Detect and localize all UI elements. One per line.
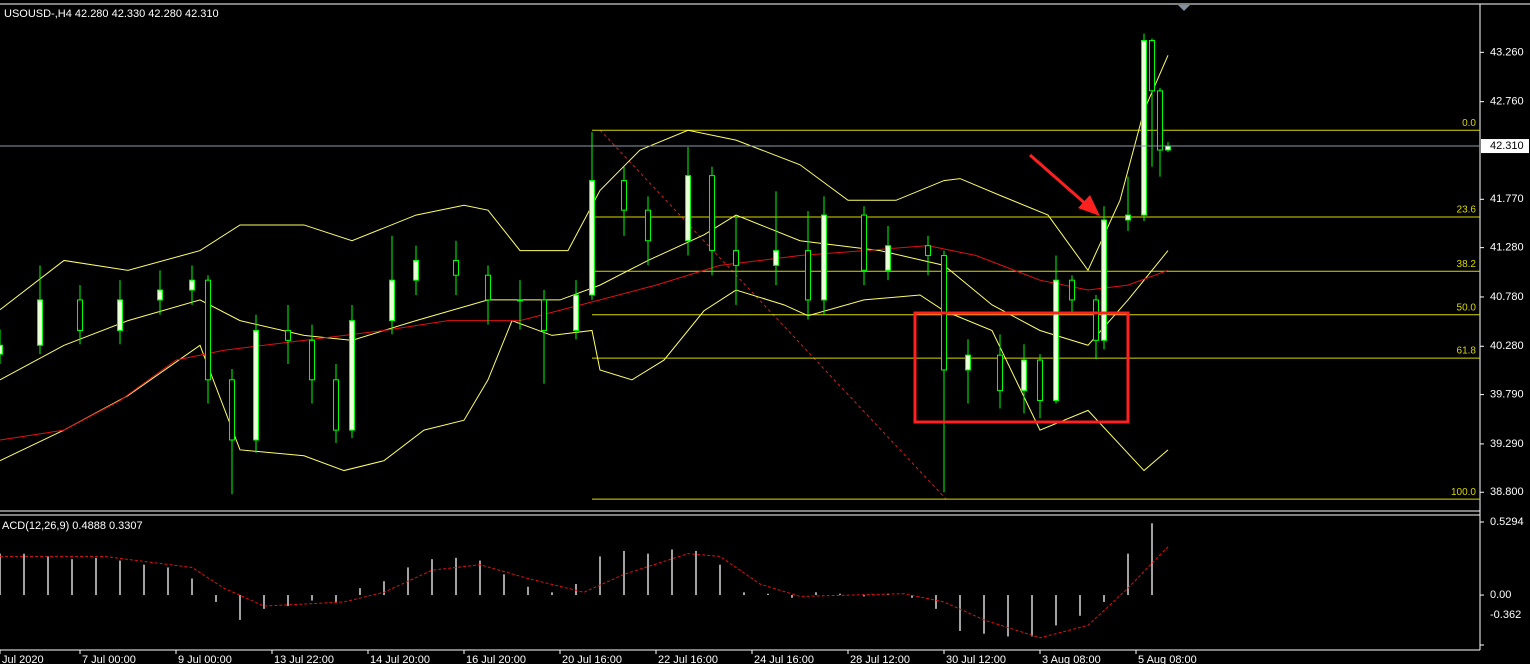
arrow-head bbox=[1078, 195, 1100, 216]
candle-body bbox=[205, 279, 211, 381]
indicator-line bbox=[0, 214, 1169, 381]
candle-body bbox=[1165, 145, 1171, 151]
candle-body bbox=[253, 329, 259, 441]
current-price-label: 42.310 bbox=[1490, 140, 1524, 152]
candle-body bbox=[1101, 219, 1107, 341]
x-tick-label: 5 Aug 08:00 bbox=[1138, 654, 1197, 664]
x-tick-label: 20 Jul 16:00 bbox=[562, 654, 622, 664]
candle-body bbox=[1069, 279, 1075, 301]
x-tick-label: 13 Jul 22:00 bbox=[274, 654, 334, 664]
candle-body bbox=[589, 180, 595, 296]
y-tick-label: 39.290 bbox=[1490, 438, 1524, 450]
plot: 43.260 42.760 41.770 41.280 40.780 40.280 39.7… bbox=[0, 33, 1529, 664]
y-tick-label: 40.780 bbox=[1490, 291, 1524, 303]
y-tick-label: 43.260 bbox=[1490, 46, 1524, 58]
candle-body bbox=[413, 259, 419, 281]
x-tick-label: 16 Jul 20:00 bbox=[466, 654, 526, 664]
candle-body bbox=[885, 245, 891, 271]
indicator-title: ACD(12,26,9) 0.4888 0.3307 bbox=[2, 520, 143, 532]
candle-body bbox=[821, 214, 827, 301]
y-tick-label: 40.280 bbox=[1490, 340, 1524, 352]
fib-label: 50.0 bbox=[1457, 302, 1477, 313]
candle-body bbox=[309, 339, 315, 381]
fib-label: 100.0 bbox=[1451, 487, 1476, 498]
candle-body bbox=[1021, 359, 1027, 392]
candle-body bbox=[157, 289, 163, 301]
macd-signal bbox=[0, 546, 1169, 639]
candle-body bbox=[117, 299, 123, 331]
candle-body bbox=[77, 299, 83, 331]
x-tick-label: 24 Jul 16:00 bbox=[754, 654, 814, 664]
highlight-box bbox=[913, 311, 1130, 424]
x-tick-label: 7 Jul 00:00 bbox=[82, 654, 136, 664]
y-tick-label: 0.00 bbox=[1490, 589, 1511, 601]
candle-body bbox=[621, 180, 627, 211]
x-tick-label: Jul 2020 bbox=[2, 654, 44, 664]
candle-body bbox=[0, 344, 3, 355]
candle-body bbox=[485, 274, 491, 301]
candle-body bbox=[1053, 279, 1059, 402]
candle-body bbox=[1157, 90, 1163, 151]
candle-body bbox=[645, 209, 651, 242]
y-tick-label: -0.362 bbox=[1490, 609, 1521, 621]
candle-body bbox=[1149, 40, 1155, 92]
y-tick-label: 0.5294 bbox=[1490, 516, 1524, 528]
candle-body bbox=[773, 250, 779, 266]
candle-body bbox=[1125, 214, 1131, 221]
candle-body bbox=[517, 299, 523, 302]
indicator-line bbox=[0, 245, 1169, 441]
y-tick-label: 38.800 bbox=[1490, 486, 1524, 498]
candle-body bbox=[1037, 359, 1043, 402]
fib-label: 61.8 bbox=[1457, 346, 1477, 357]
candle-body bbox=[349, 320, 355, 431]
x-tick-label: 22 Jul 16:00 bbox=[658, 654, 718, 664]
indicator-line bbox=[0, 55, 1169, 311]
candle-body bbox=[685, 175, 691, 242]
candle-body bbox=[925, 245, 931, 257]
candle-body bbox=[37, 299, 43, 346]
x-tick-label: 28 Jul 12:00 bbox=[850, 654, 910, 664]
fib-label: 0.0 bbox=[1462, 118, 1476, 129]
candle-body bbox=[541, 299, 547, 331]
y-tick-label: 41.770 bbox=[1490, 193, 1524, 205]
candle-body bbox=[285, 329, 291, 341]
candle-body bbox=[453, 259, 459, 276]
y-tick-label: 41.280 bbox=[1490, 242, 1524, 254]
x-tick-label: 30 Jul 12:00 bbox=[946, 654, 1006, 664]
chart-title: USOUSD-,H4 42.280 42.330 42.280 42.310 bbox=[4, 8, 219, 20]
candle-body bbox=[1093, 299, 1099, 341]
candle-body bbox=[861, 214, 867, 271]
candle-body bbox=[333, 379, 339, 431]
arrow-shaft bbox=[1029, 153, 1089, 208]
x-tick-label: 3 Aug 08:00 bbox=[1042, 654, 1101, 664]
x-tick-label: 9 Jul 00:00 bbox=[178, 654, 232, 664]
y-tick-label: 42.760 bbox=[1490, 96, 1524, 108]
candle-body bbox=[573, 294, 579, 331]
candle-body bbox=[1141, 40, 1147, 216]
candle-body bbox=[805, 250, 811, 301]
x-tick-label: 14 Jul 20:00 bbox=[370, 654, 430, 664]
candle-body bbox=[965, 354, 971, 371]
candle-body bbox=[709, 175, 715, 252]
candle-body bbox=[229, 379, 235, 441]
y-tick-label: 39.790 bbox=[1490, 389, 1524, 401]
fib-label: 23.6 bbox=[1457, 205, 1477, 216]
candle-body bbox=[189, 279, 195, 291]
candle-body bbox=[389, 279, 395, 322]
current-price-box bbox=[1481, 139, 1529, 154]
candle-body bbox=[997, 354, 1003, 392]
shift-marker bbox=[1178, 5, 1190, 11]
fib-label: 38.2 bbox=[1457, 259, 1477, 270]
candle-body bbox=[733, 250, 739, 266]
indicator-line bbox=[0, 289, 1169, 472]
